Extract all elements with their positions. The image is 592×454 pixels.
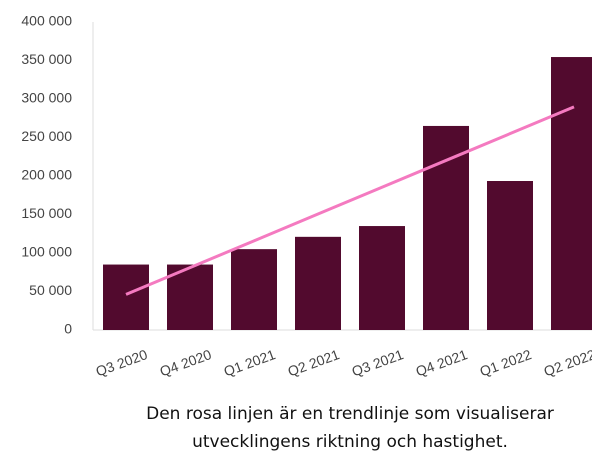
caption: Den rosa linjen är en trendlinje som vis… — [146, 404, 554, 424]
x-tick-label: Q1 2021 — [222, 346, 278, 379]
bar — [231, 249, 277, 330]
y-tick-label: 50 000 — [29, 282, 72, 298]
x-tick-label: Q3 2021 — [350, 346, 406, 379]
bar — [103, 264, 149, 330]
bar — [487, 181, 533, 330]
x-tick-label: Q3 2020 — [94, 346, 150, 379]
y-tick-label: 400 000 — [21, 13, 72, 29]
y-tick-label: 100 000 — [21, 244, 72, 260]
bar — [359, 226, 405, 330]
y-tick-label: 300 000 — [21, 90, 72, 106]
trendline — [125, 105, 575, 296]
bar — [423, 125, 469, 330]
y-tick-label: 150 000 — [21, 205, 72, 221]
x-tick-label: Q4 2020 — [158, 346, 214, 379]
y-tick-label: 250 000 — [21, 128, 72, 144]
y-tick-label: 200 000 — [21, 167, 72, 183]
x-tick-label: Q2 2022 — [542, 346, 592, 379]
x-tick-label: Q4 2021 — [414, 346, 470, 379]
bar — [551, 57, 592, 330]
y-tick-label: 0 — [64, 321, 72, 337]
y-tick-label: 350 000 — [21, 51, 72, 67]
x-tick-label: Q2 2021 — [286, 346, 342, 379]
bar — [295, 236, 341, 330]
caption: utvecklingens riktning och hastighet. — [192, 432, 508, 452]
x-tick-label: Q1 2022 — [478, 346, 534, 379]
